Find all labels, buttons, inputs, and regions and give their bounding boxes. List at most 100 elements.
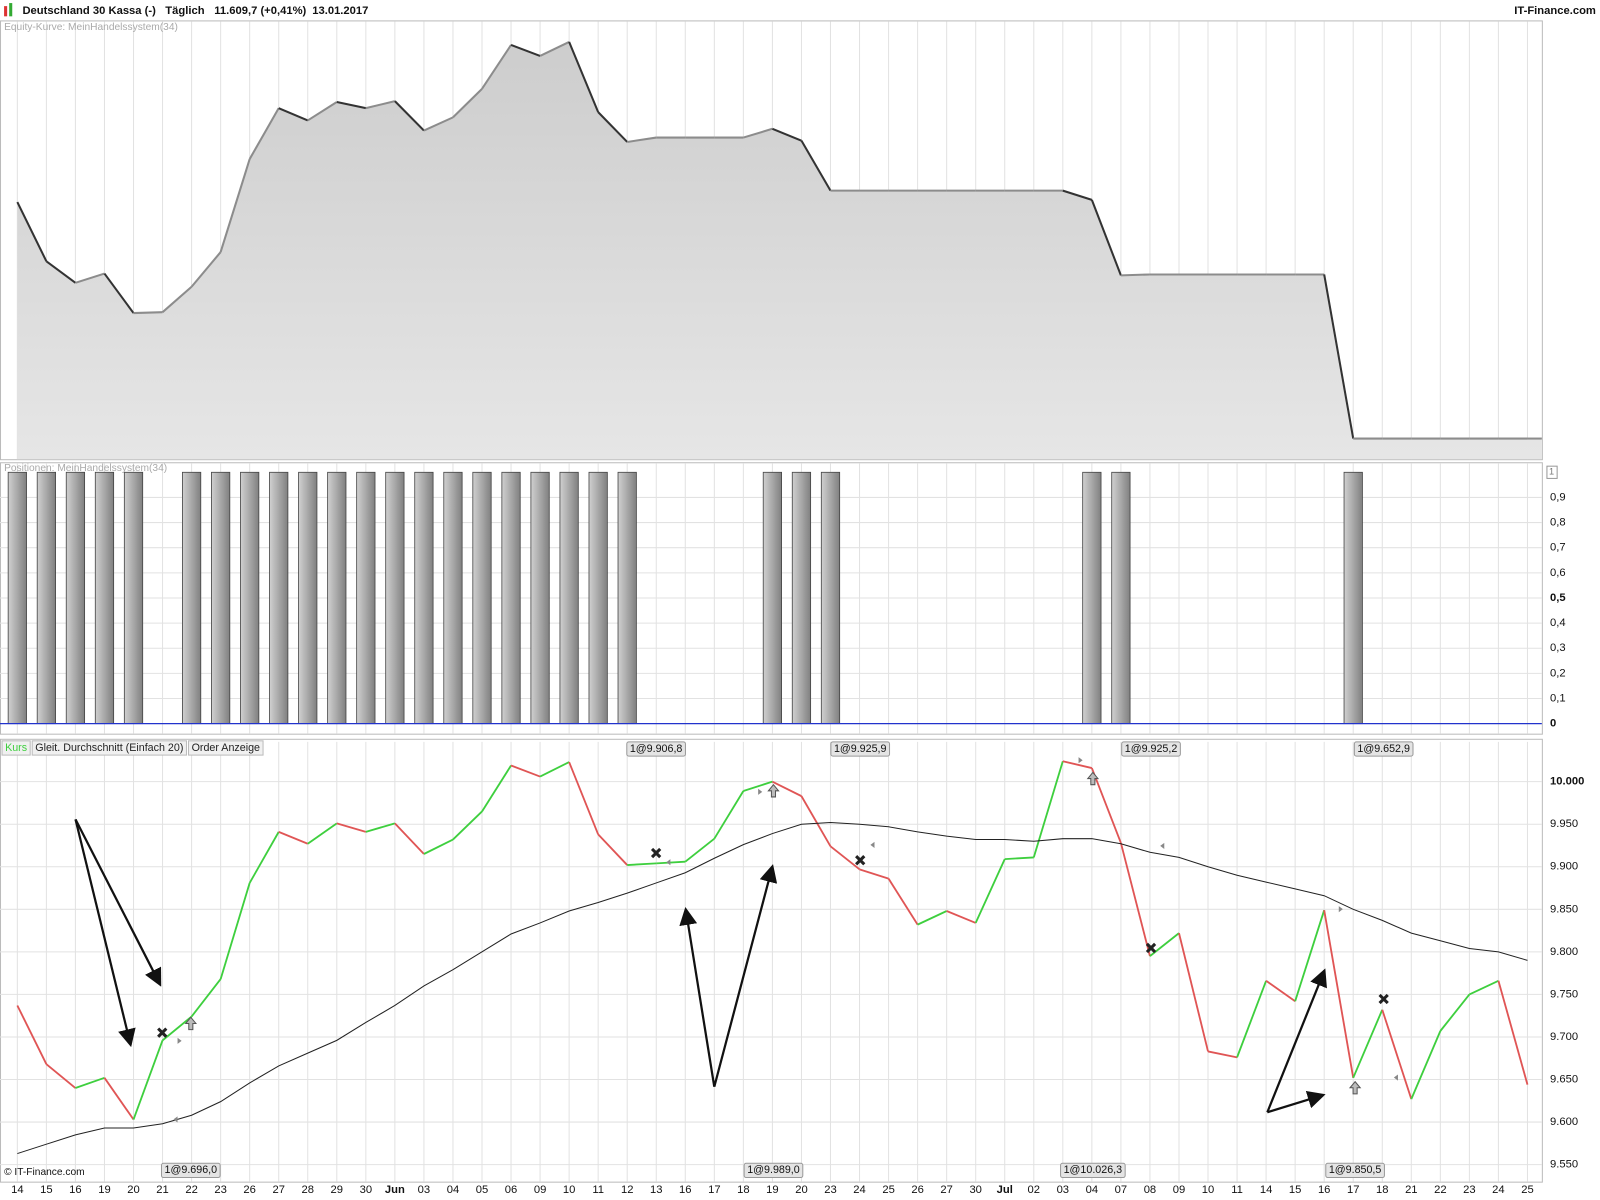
x-tick-label: 20 — [795, 1184, 807, 1196]
price-segment — [190, 978, 222, 1018]
x-tick-label: 16 — [679, 1184, 691, 1196]
x-tick-label: 11 — [1231, 1184, 1243, 1196]
price-segment — [1207, 1050, 1238, 1059]
exit-marker — [1145, 942, 1157, 954]
equity-segment — [16, 201, 48, 262]
equity-segment — [1323, 274, 1355, 439]
arrow — [1266, 968, 1327, 1113]
x-tick-label: 05 — [476, 1184, 488, 1196]
y-tick-label: 0,7 — [1550, 542, 1566, 554]
price-segment — [219, 882, 251, 980]
legend-entry[interactable]: Order Anzeige — [192, 742, 260, 754]
equity-segment — [161, 285, 193, 313]
legend-entry[interactable]: Gleit. Durchschnitt (Einfach 20) — [35, 742, 183, 754]
x-tick-label: 24 — [853, 1184, 865, 1196]
interval: Täglich — [165, 5, 204, 17]
brand: IT-Finance.com — [1514, 5, 1596, 17]
x-tick-label: 18 — [1376, 1184, 1388, 1196]
panel-frame — [0, 20, 1543, 461]
x-tick-label: 30 — [969, 1184, 981, 1196]
x-tick-label: 10 — [563, 1184, 575, 1196]
entry-arrow — [1348, 1080, 1362, 1095]
price-segment — [1062, 760, 1093, 769]
order-label-box — [626, 741, 686, 757]
legend-entry[interactable]: Kurs — [5, 742, 27, 754]
order-label: 1@9.925,9 — [834, 743, 887, 755]
y-tick-label: 9.800 — [1550, 946, 1578, 958]
price-segment — [1410, 1030, 1442, 1100]
panel-frame — [0, 738, 1543, 1183]
price-segment — [800, 795, 832, 847]
price-segment — [1032, 760, 1064, 858]
x-tick-label: 26 — [911, 1184, 923, 1196]
entry-arrow — [767, 783, 780, 798]
x-tick-label: 04 — [447, 1184, 459, 1196]
price-segment — [829, 845, 861, 871]
equity-segment — [45, 260, 77, 284]
signal-triangle — [1393, 1074, 1398, 1081]
header-bar — [0, 0, 1600, 21]
order-label: 1@10.026,3 — [1064, 1164, 1123, 1176]
price-segment — [1381, 1009, 1413, 1100]
arrow — [74, 818, 162, 987]
x-tick-label: 22 — [185, 1184, 197, 1196]
y-tick-label: 0,2 — [1550, 667, 1566, 679]
equity-segment — [1062, 189, 1093, 201]
order-label-box — [743, 1162, 804, 1179]
position-bar — [617, 471, 637, 725]
x-tick-label: 15 — [1289, 1184, 1301, 1196]
x-tick-label: 24 — [1492, 1184, 1504, 1196]
exit-marker — [855, 855, 866, 866]
price-segment — [1265, 980, 1296, 1002]
position-bar — [588, 471, 608, 725]
position-bar — [414, 471, 434, 725]
price-segment — [1120, 842, 1151, 957]
order-label: 1@9.989,0 — [747, 1164, 800, 1176]
logo — [9, 3, 13, 17]
price-segment — [278, 831, 309, 845]
legend-box — [1, 740, 31, 756]
equity-segment — [75, 272, 105, 284]
x-tick-label: 08 — [1144, 1184, 1156, 1196]
y-tick-label: 9.850 — [1550, 903, 1578, 915]
x-tick-label: 06 — [505, 1184, 517, 1196]
price-segment — [1294, 909, 1326, 1002]
order-label-box — [160, 1162, 221, 1179]
x-tick-label: 18 — [737, 1184, 749, 1196]
price-segment — [16, 1005, 48, 1065]
price-segment — [1352, 1009, 1384, 1079]
panel-title: Positionen: MeinHandelssystem(34) — [4, 463, 167, 474]
tick-box — [1546, 465, 1558, 479]
y-tick-label: 0,5 — [1550, 592, 1566, 604]
equity-segment — [481, 44, 512, 90]
price-segment — [1323, 910, 1355, 1078]
equity-segment — [568, 41, 600, 113]
signal-triangle — [1338, 906, 1343, 913]
y-tick-label: 9.600 — [1550, 1116, 1578, 1128]
price-segment — [743, 780, 773, 792]
x-tick-label: 21 — [1405, 1184, 1417, 1196]
price-segment — [684, 837, 715, 863]
arrow — [713, 864, 778, 1088]
y-tick-label: 9.650 — [1550, 1073, 1578, 1085]
signal-triangle — [666, 859, 671, 866]
x-tick-label: 30 — [360, 1184, 372, 1196]
position-bar — [501, 471, 521, 725]
position-bar — [1343, 471, 1363, 725]
price-segment — [1468, 979, 1499, 996]
equity-segment — [452, 88, 483, 119]
signal-triangle — [1160, 842, 1165, 849]
x-tick-label: 19 — [766, 1184, 778, 1196]
price-segment — [423, 838, 454, 855]
price-segment — [248, 831, 280, 884]
price-segment — [1178, 932, 1209, 1052]
equity-segment — [539, 40, 570, 57]
arrow — [679, 906, 716, 1087]
x-tick-label: 13 — [650, 1184, 662, 1196]
position-bar — [65, 471, 86, 725]
equity-segment — [597, 111, 628, 143]
y-tick-label: 9.550 — [1550, 1159, 1578, 1171]
x-tick-label: 21 — [156, 1184, 168, 1196]
x-tick-label: 17 — [1347, 1184, 1359, 1196]
